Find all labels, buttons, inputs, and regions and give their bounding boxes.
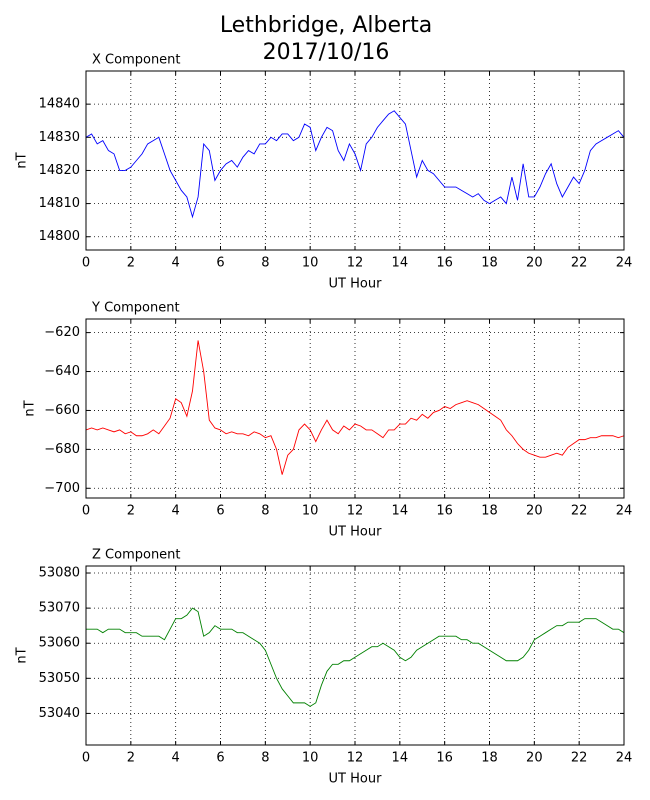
x-tick-label: 2: [127, 504, 135, 519]
y-tick-label: 53040: [39, 706, 80, 721]
y-tick-label: 14840: [39, 97, 80, 112]
x-axis-label: UT Hour: [329, 525, 383, 540]
x-tick-label: 0: [82, 504, 90, 519]
axes-frame: [85, 318, 625, 499]
y-tick-label: 14800: [39, 229, 80, 244]
x-tick-label: 24: [616, 256, 633, 271]
y-tick-label: 14820: [39, 163, 80, 178]
x-tick-label: 14: [392, 256, 409, 271]
x-tick-label: 22: [571, 751, 588, 766]
data-line: [85, 110, 625, 219]
x-tick-label: 2: [127, 256, 135, 271]
x-tick-label: 20: [526, 256, 543, 271]
y-tick-label: 53060: [39, 636, 80, 651]
data-line: [86, 607, 625, 707]
x-tick-label: 0: [82, 256, 90, 271]
y-tick-label: −680: [44, 442, 80, 457]
y-tick-label: 53050: [39, 671, 80, 686]
y-tick-label: −620: [44, 325, 80, 340]
x-tick-label: 14: [392, 751, 409, 766]
x-tick-label: 8: [261, 504, 269, 519]
x-tick-label: 22: [571, 504, 588, 519]
y-axis-label: nT: [23, 400, 38, 416]
figure-title: Lethbridge, Alberta: [220, 13, 432, 38]
x-tick-label: 18: [481, 256, 498, 271]
x-tick-label: 24: [616, 751, 633, 766]
x-tick-label: 12: [347, 256, 364, 271]
y-tick-label: 53070: [39, 601, 80, 616]
y-tick-label: 53080: [39, 566, 80, 581]
y-axis-label: nT: [15, 152, 30, 168]
x-tick-label: 16: [436, 751, 453, 766]
x-tick-label: 20: [526, 751, 543, 766]
x-tick-label: 18: [481, 504, 498, 519]
x-tick-label: 2: [127, 751, 135, 766]
axes-frame: [85, 565, 625, 746]
x-tick-label: 12: [347, 751, 364, 766]
x-axis-label: UT Hour: [329, 277, 383, 292]
x-tick-label: 22: [571, 256, 588, 271]
x-tick-label: 14: [392, 504, 409, 519]
y-tick-label: −700: [44, 481, 80, 496]
x-tick-label: 4: [172, 256, 180, 271]
y-tick-label: −640: [44, 364, 80, 379]
x-tick-label: 8: [261, 256, 269, 271]
x-tick-label: 10: [302, 504, 319, 519]
x-tick-label: 0: [82, 751, 90, 766]
y-tick-label: 14810: [39, 196, 80, 211]
x-tick-label: 8: [261, 751, 269, 766]
x-tick-label: 10: [302, 256, 319, 271]
axes-frame: [85, 70, 625, 251]
x-tick-label: 4: [172, 751, 180, 766]
y-axis-label: nT: [15, 647, 30, 663]
x-tick-label: 20: [526, 504, 543, 519]
x-tick-label: 4: [172, 504, 180, 519]
panel-title: X Component: [92, 53, 181, 68]
x-tick-label: 16: [436, 504, 453, 519]
y-tick-label: −660: [44, 403, 80, 418]
x-tick-label: 18: [481, 751, 498, 766]
x-tick-label: 6: [216, 751, 224, 766]
y-tick-label: 14830: [39, 130, 80, 145]
x-tick-label: 12: [347, 504, 364, 519]
data-line: [85, 340, 625, 475]
panel-title: Y Component: [91, 301, 180, 316]
x-tick-label: 6: [216, 256, 224, 271]
x-tick-label: 10: [302, 751, 319, 766]
panel-title: Z Component: [92, 548, 181, 563]
x-tick-label: 6: [216, 504, 224, 519]
x-tick-label: 16: [436, 256, 453, 271]
x-axis-label: UT Hour: [329, 772, 383, 787]
x-tick-label: 24: [616, 504, 633, 519]
figure-subtitle: 2017/10/16: [263, 40, 390, 65]
